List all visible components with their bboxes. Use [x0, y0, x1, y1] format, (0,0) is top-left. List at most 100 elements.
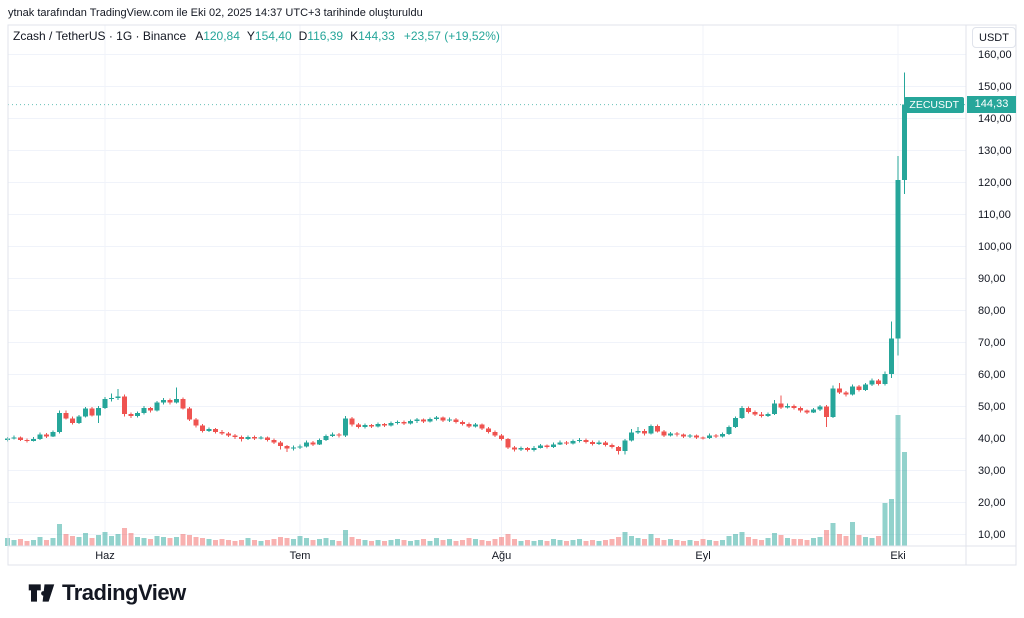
- volume-bar: [291, 539, 296, 546]
- volume-bar: [570, 540, 576, 546]
- volume-bar: [343, 530, 348, 546]
- candle-body: [687, 435, 693, 437]
- volume-bar: [798, 539, 803, 546]
- candle-body: [434, 417, 439, 419]
- candle-body: [174, 398, 179, 403]
- candle-body: [206, 429, 212, 431]
- ohlc-item-y: Y 154,40: [247, 29, 292, 43]
- candle-body: [902, 104, 907, 180]
- currency-unit-button[interactable]: USDT: [972, 27, 1016, 48]
- candle-body: [661, 431, 667, 436]
- volume-bar: [635, 538, 641, 546]
- candle-body: [765, 414, 771, 417]
- volume-bar: [401, 540, 407, 546]
- ohlc-value: 144,33: [358, 29, 395, 43]
- volume-bar: [362, 540, 368, 546]
- volume-bar: [161, 537, 166, 546]
- price-tick-label: 150,00: [978, 80, 1012, 93]
- candle-body: [486, 428, 491, 432]
- attribution-text: ytnak tarafından TradingView.com ile Eki…: [8, 7, 423, 19]
- candle-body: [752, 411, 758, 415]
- candle-body: [375, 424, 381, 427]
- volume-bar: [726, 536, 732, 546]
- volume-bar: [135, 537, 140, 546]
- candle-body: [694, 435, 699, 438]
- volume-bar: [349, 537, 355, 546]
- candle-body: [551, 444, 556, 447]
- ohlc-value: 116,39: [307, 29, 344, 43]
- volume-bar: [817, 537, 823, 546]
- candle-body: [583, 439, 589, 443]
- volume-bar: [609, 539, 615, 546]
- candle-body: [11, 437, 17, 439]
- volume-bar: [37, 537, 43, 546]
- volume-bar: [271, 539, 277, 546]
- volume-bar: [668, 539, 673, 546]
- volume-bar: [330, 540, 335, 546]
- volume-bar: [583, 541, 589, 546]
- candle-body: [830, 388, 836, 418]
- volume-bar: [323, 538, 329, 546]
- volume-bar: [245, 538, 251, 546]
- candle-body: [492, 431, 498, 436]
- candle-body: [876, 380, 881, 385]
- candle-body: [193, 419, 199, 426]
- ohlc-values: A 120,84 Y 154,40 D 116,39 K 144,33: [195, 29, 395, 43]
- candle-body: [707, 435, 712, 438]
- candle-body: [505, 439, 511, 448]
- volume-bar: [791, 539, 797, 546]
- candle-body: [557, 442, 563, 445]
- volume-bar: [895, 415, 901, 546]
- volume-bar: [278, 537, 283, 546]
- price-tick-label: 20,00: [978, 496, 1006, 509]
- candle-body: [310, 442, 316, 445]
- candle-body: [304, 442, 309, 447]
- candle-body: [297, 446, 303, 448]
- volume-bar: [499, 537, 504, 546]
- candle-body: [291, 447, 296, 449]
- candle-body: [570, 441, 576, 444]
- candle-body: [518, 448, 524, 450]
- candle-body: [837, 388, 842, 393]
- candle-body: [213, 429, 218, 432]
- candle-wick: [637, 426, 639, 435]
- candle-body: [317, 440, 322, 445]
- volume-bar: [655, 538, 660, 546]
- volume-bar: [427, 541, 433, 546]
- candle-body: [258, 437, 264, 439]
- candle-body: [135, 413, 140, 417]
- volume-bar: [765, 538, 771, 546]
- candle-body: [57, 412, 62, 433]
- candle-body: [622, 440, 628, 451]
- ohlc-item-d: D 116,39: [299, 29, 343, 43]
- tradingview-logo[interactable]: TradingView: [28, 580, 186, 606]
- candle-body: [362, 425, 368, 427]
- candle-body: [895, 180, 901, 339]
- candle-wick: [117, 389, 119, 401]
- price-tick-label: 70,00: [978, 336, 1006, 349]
- symbol-info-bar: Zcash / TetherUS · 1G · Binance A 120,84 Y…: [13, 29, 500, 43]
- volume-bar: [889, 499, 894, 546]
- volume-bar: [505, 534, 511, 546]
- candle-body: [388, 423, 394, 426]
- volume-bar: [252, 540, 257, 546]
- volume-bar: [200, 538, 205, 546]
- volume-bar: [707, 540, 712, 546]
- volume-bar: [778, 535, 784, 546]
- candle-body: [323, 435, 329, 441]
- volume-bar: [492, 539, 498, 546]
- volume-bar: [622, 532, 628, 546]
- volume-bar: [232, 541, 238, 546]
- volume-bar: [525, 540, 530, 546]
- candle-body: [700, 437, 706, 439]
- volume-bar: [440, 540, 446, 546]
- symbol-price-tag: ZECUSDT: [904, 96, 964, 113]
- candle-body: [148, 408, 153, 411]
- volume-bar: [512, 539, 517, 546]
- time-tick-label: Eki: [890, 550, 906, 562]
- volume-bar: [616, 537, 621, 546]
- candle-body: [603, 442, 608, 445]
- volume-bar: [219, 539, 225, 546]
- volume-bar: [720, 540, 725, 546]
